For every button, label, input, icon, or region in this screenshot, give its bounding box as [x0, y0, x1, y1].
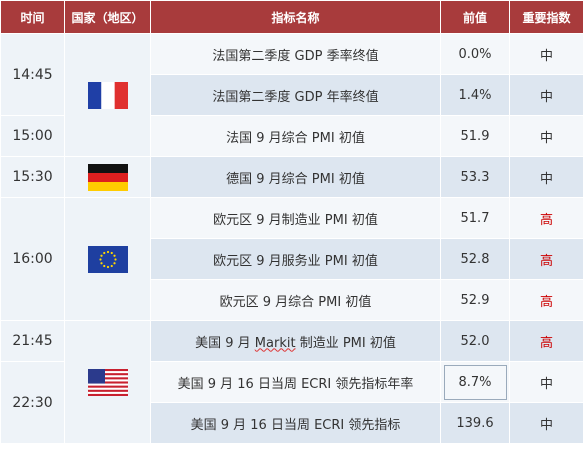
header-importance: 重要指数	[509, 0, 583, 34]
previous-value: 8.7%	[440, 361, 510, 403]
time-cell: 22:30	[0, 361, 65, 444]
eu-flag-icon	[87, 245, 128, 273]
table-header-row: 时间 国家（地区） 指标名称 前值 重要指数	[0, 0, 583, 34]
header-indicator-name: 指标名称	[150, 0, 441, 34]
importance-value: 中	[509, 74, 583, 116]
indicator-name: 法国第二季度 GDP 年率终值	[150, 74, 441, 116]
importance-value: 中	[509, 115, 583, 157]
usa-flag-icon	[87, 368, 128, 396]
importance-value: 高	[509, 279, 583, 321]
indicator-name: 欧元区 9 月制造业 PMI 初值	[150, 197, 441, 239]
table-row: 法国第二季度 GDP 年率终值 1.4% 中	[1, 74, 583, 116]
time-cell: 16:00	[0, 197, 65, 321]
previous-value: 52.9	[440, 279, 510, 321]
previous-value: 51.7	[440, 197, 510, 239]
importance-value: 高	[509, 320, 583, 362]
country-cell-france	[64, 33, 151, 157]
indicator-name: 美国 9 月 16 日当周 ECRI 领先指标年率	[150, 361, 441, 403]
previous-value: 0.0%	[440, 33, 510, 75]
table-row: 15:30 德国 9 月综合 PMI 初值 53.3 中	[0, 156, 583, 198]
table-row: 21:45 美国 9 月 Markit 制造业	[0, 320, 583, 444]
importance-value: 中	[509, 402, 583, 444]
importance-value: 中	[509, 361, 583, 403]
previous-value: 53.3	[440, 156, 510, 198]
indicator-name-suffix: 制造业 PMI 初值	[295, 335, 396, 351]
table-row: 欧元区 9 月服务业 PMI 初值 52.8 高	[1, 238, 583, 280]
country-cell-germany	[64, 156, 151, 198]
indicator-name: 法国 9 月综合 PMI 初值	[150, 115, 441, 157]
importance-value: 高	[509, 197, 583, 239]
indicator-name: 美国 9 月 16 日当周 ECRI 领先指标	[150, 402, 441, 444]
france-flag-icon	[87, 81, 128, 109]
importance-value: 高	[509, 238, 583, 280]
indicator-name-markit: Markit	[254, 335, 296, 351]
previous-value: 51.9	[440, 115, 510, 157]
time-cell: 14:45	[0, 33, 65, 116]
importance-value: 中	[509, 33, 583, 75]
indicator-name: 欧元区 9 月综合 PMI 初值	[150, 279, 441, 321]
country-cell-eu	[64, 197, 151, 321]
time-cell: 15:30	[0, 156, 65, 198]
table-row: 16:00	[0, 197, 583, 321]
time-cell: 21:45	[0, 320, 65, 362]
indicator-name-prefix: 美国 9 月	[195, 335, 255, 351]
header-previous: 前值	[440, 0, 510, 34]
indicator-name: 欧元区 9 月服务业 PMI 初值	[150, 238, 441, 280]
previous-value: 52.0	[440, 320, 510, 362]
table-row: 美国 9 月 16 日当周 ECRI 领先指标 139.6 中	[1, 402, 583, 444]
indicator-name: 美国 9 月 Markit 制造业 PMI 初值	[150, 320, 441, 362]
header-time: 时间	[0, 0, 65, 34]
germany-flag-icon	[87, 163, 128, 191]
country-cell-usa	[64, 320, 151, 444]
previous-value: 139.6	[440, 402, 510, 444]
time-cell: 15:00	[0, 115, 65, 157]
table-row: 15:00 法国 9 月综合 PMI 初值 51.9 中	[0, 115, 583, 157]
header-country: 国家（地区）	[64, 0, 151, 34]
table-row: 22:30 美国 9 月 16 日当周 ECRI 领先指标年率 8.7% 中	[0, 361, 583, 444]
previous-value: 1.4%	[440, 74, 510, 116]
indicator-name: 法国第二季度 GDP 季率终值	[150, 33, 441, 75]
table-row: 14:45 法国第二季度 GDP 季率终值 0.0% 中	[0, 33, 583, 157]
table-row: 欧元区 9 月综合 PMI 初值 52.9 高	[1, 279, 583, 321]
previous-value: 52.8	[440, 238, 510, 280]
importance-value: 中	[509, 156, 583, 198]
indicator-name: 德国 9 月综合 PMI 初值	[150, 156, 441, 198]
